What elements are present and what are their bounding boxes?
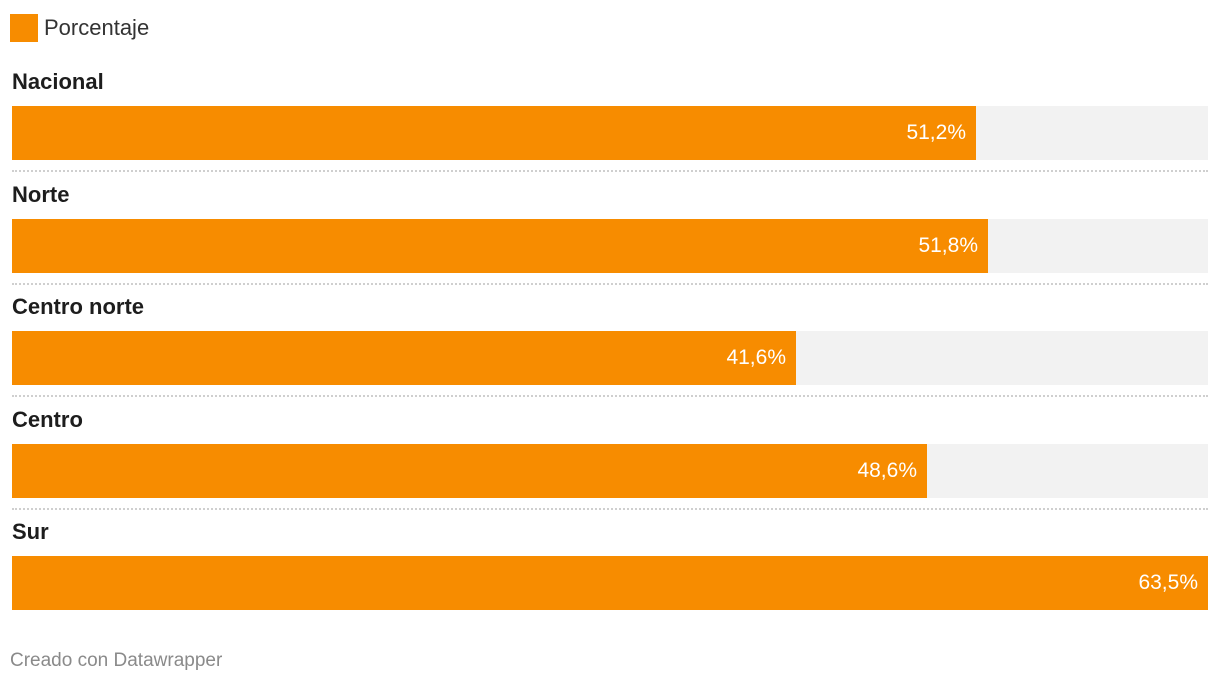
bar-value-label: 51,2% [906, 121, 966, 144]
bar: 41,6% [12, 331, 796, 385]
footer-credit: Creado con Datawrapper [10, 650, 223, 671]
category-label: Sur [12, 519, 49, 544]
bar-track: 51,8% [12, 219, 1208, 273]
bar-track: 51,2% [12, 106, 1208, 160]
bar-value-label: 41,6% [726, 346, 786, 369]
bar: 63,5% [12, 556, 1208, 610]
category-label: Centro [12, 407, 83, 432]
category-label: Norte [12, 182, 70, 207]
bar-value-label: 51,8% [918, 234, 978, 257]
bar-track: 41,6% [12, 331, 1208, 385]
bar: 51,8% [12, 219, 988, 273]
bar: 51,2% [12, 106, 976, 160]
row-divider [12, 170, 1208, 172]
row-divider [12, 395, 1208, 397]
bar-track: 63,5% [12, 556, 1208, 610]
legend-swatch [10, 14, 38, 42]
bar-value-label: 48,6% [857, 459, 917, 482]
bar-value-label: 63,5% [1138, 571, 1198, 594]
row-divider [12, 508, 1208, 510]
category-label: Nacional [12, 69, 104, 94]
bar-track: 48,6% [12, 444, 1208, 498]
category-label: Centro norte [12, 294, 144, 319]
row-divider [12, 283, 1208, 285]
bar: 48,6% [12, 444, 927, 498]
legend-label: Porcentaje [44, 15, 150, 40]
legend: Porcentaje [10, 14, 149, 42]
